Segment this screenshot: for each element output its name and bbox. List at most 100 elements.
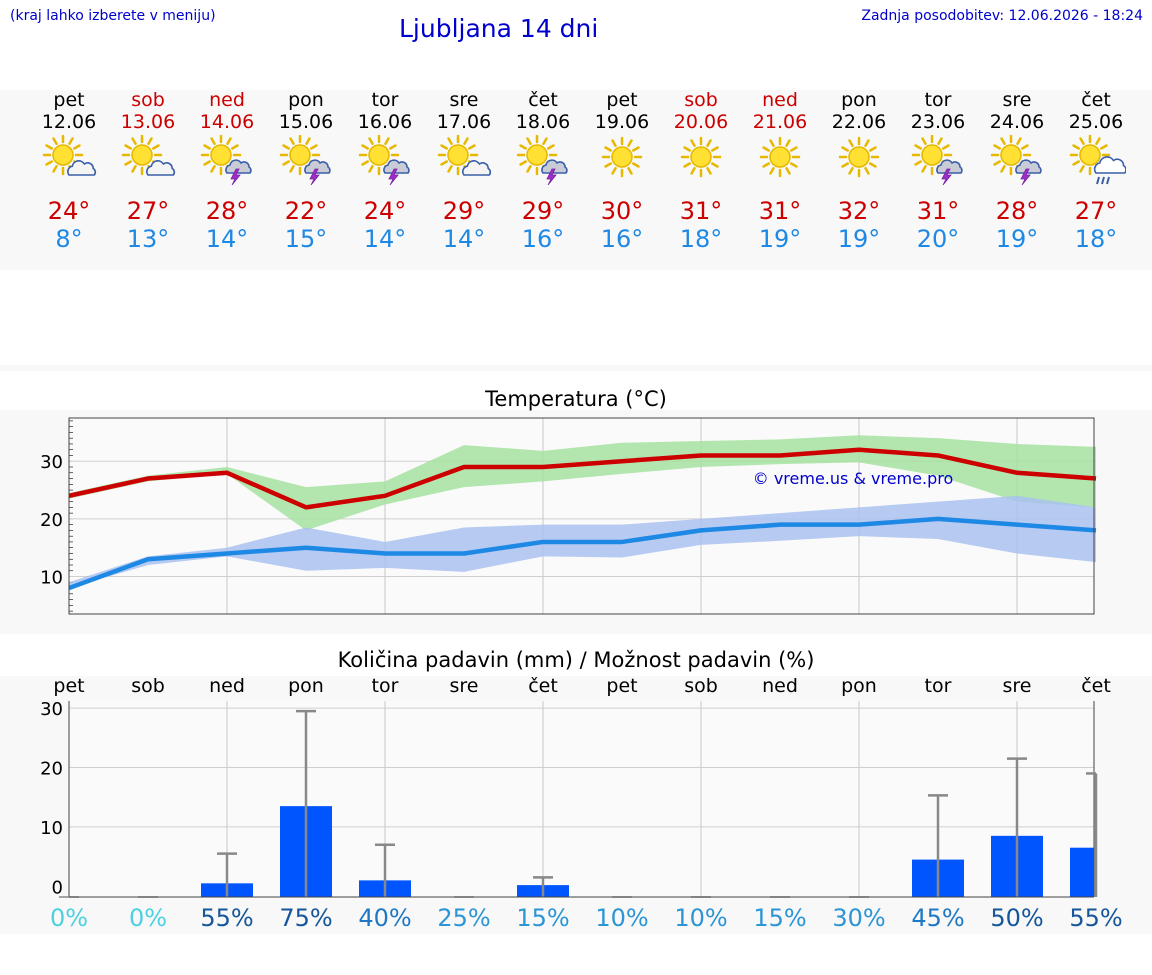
- precipitation-day-label: čet: [1081, 675, 1111, 697]
- day-date: 14.06: [199, 111, 255, 133]
- max-temperature: 30°: [600, 197, 644, 225]
- sun-thunder-icon: [513, 134, 573, 186]
- day-name: sob: [684, 89, 718, 111]
- day-date: 18.06: [515, 111, 571, 133]
- precipitation-day-label: čet: [528, 675, 558, 697]
- min-temperature: 15°: [284, 225, 328, 253]
- sun-cloud-icon: [434, 134, 494, 185]
- precipitation-chance: 15%: [516, 904, 570, 932]
- day-date: 13.06: [120, 111, 176, 133]
- min-temperature: 14°: [442, 225, 486, 253]
- precipitation-chart: 0 10 20 30: [40, 699, 1098, 898]
- precipitation-chance: 55%: [1069, 904, 1123, 932]
- day-date: 16.06: [357, 111, 413, 133]
- y-tick-label: 0: [52, 877, 63, 898]
- precipitation-day-label: ned: [209, 675, 245, 697]
- min-temperature: 16°: [521, 225, 565, 253]
- y-tick-label: 30: [40, 699, 63, 720]
- y-tick-label: 20: [40, 510, 63, 531]
- forecast-strip: [0, 90, 1152, 270]
- sun-icon: [750, 135, 810, 185]
- max-temperature: 29°: [521, 197, 565, 225]
- precipitation-chance: 55%: [200, 904, 254, 932]
- max-temperature: 22°: [284, 197, 328, 225]
- day-name: pet: [606, 89, 638, 111]
- max-temperature-line: [68, 447, 1097, 510]
- min-temperature: 14°: [205, 225, 249, 253]
- sun-thunder-icon: [987, 134, 1047, 186]
- precipitation-day-label: sob: [131, 675, 165, 697]
- day-date: 25.06: [1068, 111, 1124, 133]
- day-name: pet: [53, 89, 85, 111]
- sun-icon: [671, 135, 731, 185]
- precipitation-day-label: pon: [841, 675, 877, 697]
- precipitation-day-label: sre: [449, 675, 479, 697]
- max-temperature: 24°: [47, 197, 91, 225]
- precipitation-chance: 0%: [49, 904, 89, 932]
- precipitation-day-label: sre: [1002, 675, 1032, 697]
- page-title: Ljubljana 14 dni: [399, 14, 599, 43]
- max-temperature: 31°: [758, 197, 802, 225]
- day-date: 15.06: [278, 111, 334, 133]
- min-temperature: 8°: [55, 225, 83, 253]
- max-temperature: 24°: [363, 197, 407, 225]
- max-temperature: 29°: [442, 197, 486, 225]
- precipitation-day-label: pet: [53, 675, 85, 697]
- max-temperature: 32°: [837, 197, 881, 225]
- day-date: 24.06: [989, 111, 1045, 133]
- day-date: 21.06: [752, 111, 808, 133]
- watermark: © vreme.us & vreme.pro: [753, 469, 954, 488]
- precipitation-chance: 15%: [753, 904, 807, 932]
- temperature-chart-title: Temperatura (°C): [485, 387, 667, 411]
- precipitation-day-label: pet: [606, 675, 638, 697]
- sun-rain-icon: [1066, 134, 1127, 185]
- precipitation-chance: 25%: [437, 904, 491, 932]
- precipitation-chance: 50%: [990, 904, 1044, 932]
- sun-thunder-icon: [355, 134, 415, 186]
- day-name: čet: [528, 89, 558, 111]
- day-name: tor: [371, 89, 399, 111]
- precipitation-day-label: ned: [762, 675, 798, 697]
- max-temperature: 28°: [205, 197, 249, 225]
- precipitation-chance: 10%: [595, 904, 649, 932]
- location-hint: (kraj lahko izberete v meniju): [10, 8, 216, 24]
- day-name: tor: [924, 89, 952, 111]
- day-date: 19.06: [594, 111, 650, 133]
- day-name: čet: [1081, 89, 1111, 111]
- precipitation-day-label: pon: [288, 675, 324, 697]
- day-name: ned: [762, 89, 798, 111]
- day-date: 20.06: [673, 111, 729, 133]
- sun-thunder-icon: [197, 134, 257, 186]
- sun-cloud-icon: [118, 134, 178, 185]
- day-date: 12.06: [41, 111, 97, 133]
- precipitation-chart-title: Količina padavin (mm) / Možnost padavin …: [337, 648, 815, 672]
- precipitation-chance: 40%: [358, 904, 412, 932]
- max-temperature: 31°: [679, 197, 723, 225]
- min-temperature: 18°: [1074, 225, 1118, 253]
- temperature-chart: 10 20 30 © vreme.us & vreme.pro: [40, 417, 1097, 615]
- y-tick-label: 10: [40, 818, 63, 839]
- min-temperature: 14°: [363, 225, 407, 253]
- min-temperature: 19°: [837, 225, 881, 253]
- min-temperature: 18°: [679, 225, 723, 253]
- min-temperature: 16°: [600, 225, 644, 253]
- y-tick-label: 30: [40, 452, 63, 473]
- precipitation-day-label: tor: [924, 675, 952, 697]
- day-name: sre: [449, 89, 479, 111]
- precipitation-chance: 45%: [911, 904, 965, 932]
- day-date: 23.06: [910, 111, 966, 133]
- sun-icon: [829, 135, 889, 185]
- min-temperature-line: [68, 516, 1097, 591]
- min-temperature: 20°: [916, 225, 960, 253]
- min-temperature: 19°: [995, 225, 1039, 253]
- max-temperature: 28°: [995, 197, 1039, 225]
- precipitation-chance: 75%: [279, 904, 333, 932]
- day-name: pon: [841, 89, 877, 111]
- y-tick-label: 20: [40, 759, 63, 780]
- max-temperature: 31°: [916, 197, 960, 225]
- precipitation-chance: 30%: [832, 904, 886, 932]
- day-date: 17.06: [436, 111, 492, 133]
- day-name: sre: [1002, 89, 1032, 111]
- precipitation-day-label: tor: [371, 675, 399, 697]
- day-name: ned: [209, 89, 245, 111]
